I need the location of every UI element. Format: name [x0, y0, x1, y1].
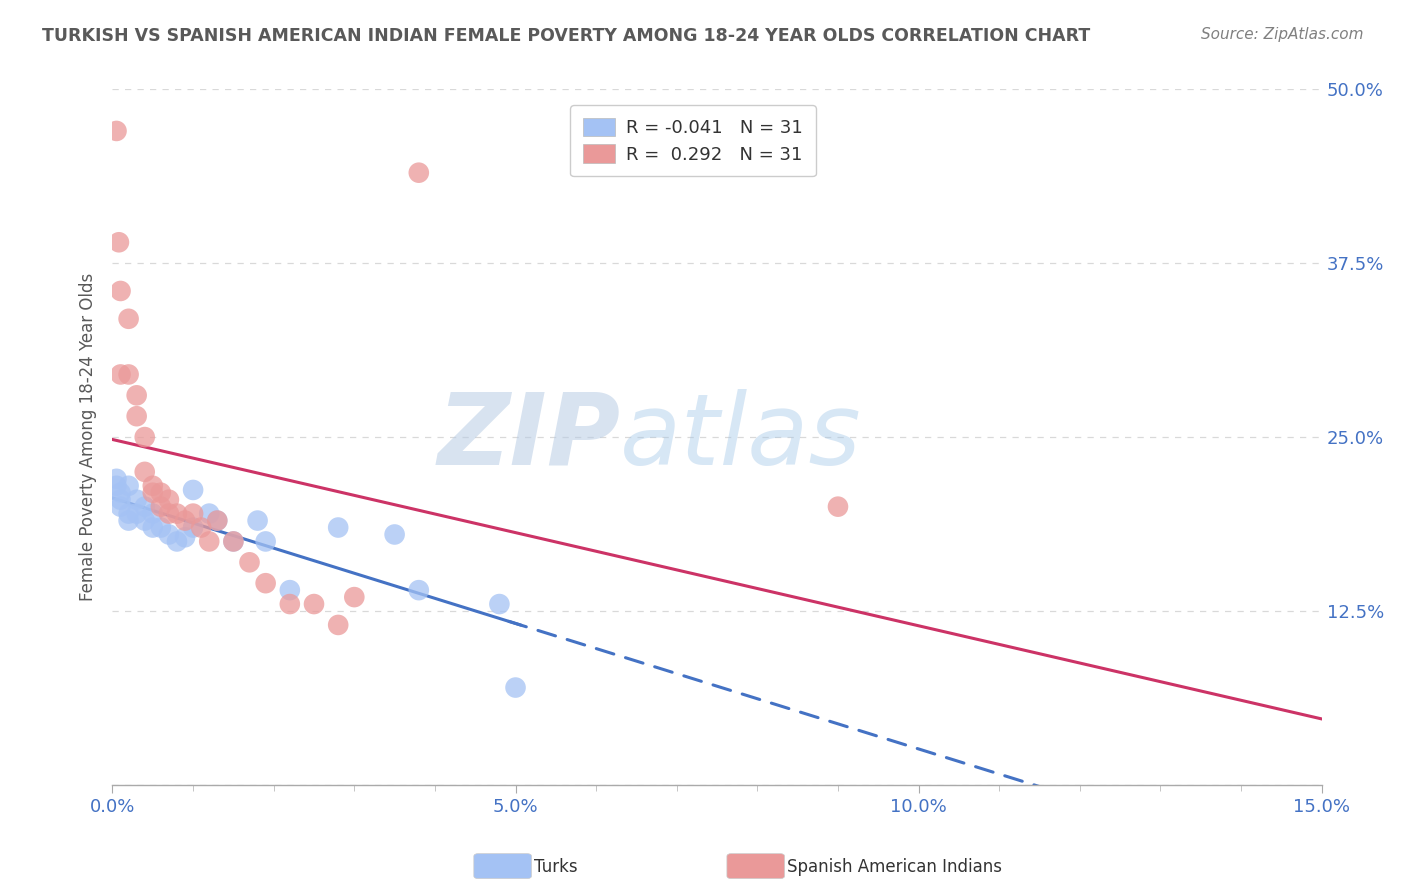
Point: [207, 514, 229, 528]
Point: [827, 500, 849, 514]
Text: Spanish American Indians: Spanish American Indians: [787, 858, 1002, 876]
Point: [108, 235, 131, 250]
Point: [166, 507, 188, 521]
Point: [149, 500, 172, 514]
Point: [198, 507, 221, 521]
Point: [222, 534, 245, 549]
Point: [117, 514, 139, 528]
Point: [174, 514, 197, 528]
Point: [238, 555, 260, 569]
Point: [134, 465, 156, 479]
Point: [328, 618, 350, 632]
Point: [149, 520, 172, 534]
Point: [254, 576, 277, 591]
Point: [134, 430, 156, 444]
Point: [408, 166, 430, 180]
Y-axis label: Female Poverty Among 18-24 Year Olds: Female Poverty Among 18-24 Year Olds: [79, 273, 97, 601]
Point: [117, 479, 139, 493]
Point: [343, 590, 366, 604]
Point: [181, 520, 204, 534]
Point: [142, 479, 165, 493]
Point: [181, 507, 204, 521]
Text: Turks: Turks: [534, 858, 578, 876]
Text: TURKISH VS SPANISH AMERICAN INDIAN FEMALE POVERTY AMONG 18-24 YEAR OLDS CORRELAT: TURKISH VS SPANISH AMERICAN INDIAN FEMAL…: [42, 27, 1091, 45]
Point: [134, 514, 156, 528]
Point: [125, 507, 148, 521]
Point: [142, 485, 165, 500]
Point: [190, 520, 212, 534]
Point: [207, 514, 229, 528]
Text: atlas: atlas: [620, 389, 862, 485]
Point: [105, 472, 128, 486]
Point: [149, 485, 172, 500]
Point: [110, 368, 132, 382]
Point: [110, 500, 132, 514]
Point: [328, 520, 350, 534]
Point: [157, 492, 180, 507]
Point: [174, 530, 197, 544]
Point: [408, 583, 430, 598]
Point: [105, 124, 128, 138]
Point: [166, 534, 188, 549]
Point: [384, 527, 406, 541]
Point: [488, 597, 510, 611]
Point: [157, 507, 180, 521]
Point: [142, 507, 165, 521]
Point: [157, 527, 180, 541]
Point: [134, 500, 156, 514]
Point: [278, 583, 301, 598]
Point: [125, 409, 148, 424]
Point: [110, 485, 132, 500]
Point: [142, 520, 165, 534]
Point: [105, 479, 128, 493]
Point: [117, 311, 139, 326]
Point: [302, 597, 325, 611]
Point: [246, 514, 269, 528]
Point: [505, 681, 527, 695]
Point: [198, 534, 221, 549]
Point: [222, 534, 245, 549]
Point: [110, 284, 132, 298]
Point: [117, 368, 139, 382]
Text: ZIP: ZIP: [437, 389, 620, 485]
Legend: R = -0.041   N = 31, R =  0.292   N = 31: R = -0.041 N = 31, R = 0.292 N = 31: [571, 105, 815, 177]
Point: [125, 388, 148, 402]
Point: [278, 597, 301, 611]
Text: Source: ZipAtlas.com: Source: ZipAtlas.com: [1201, 27, 1364, 42]
Point: [117, 507, 139, 521]
Point: [254, 534, 277, 549]
Point: [110, 492, 132, 507]
Point: [125, 492, 148, 507]
Point: [181, 483, 204, 497]
